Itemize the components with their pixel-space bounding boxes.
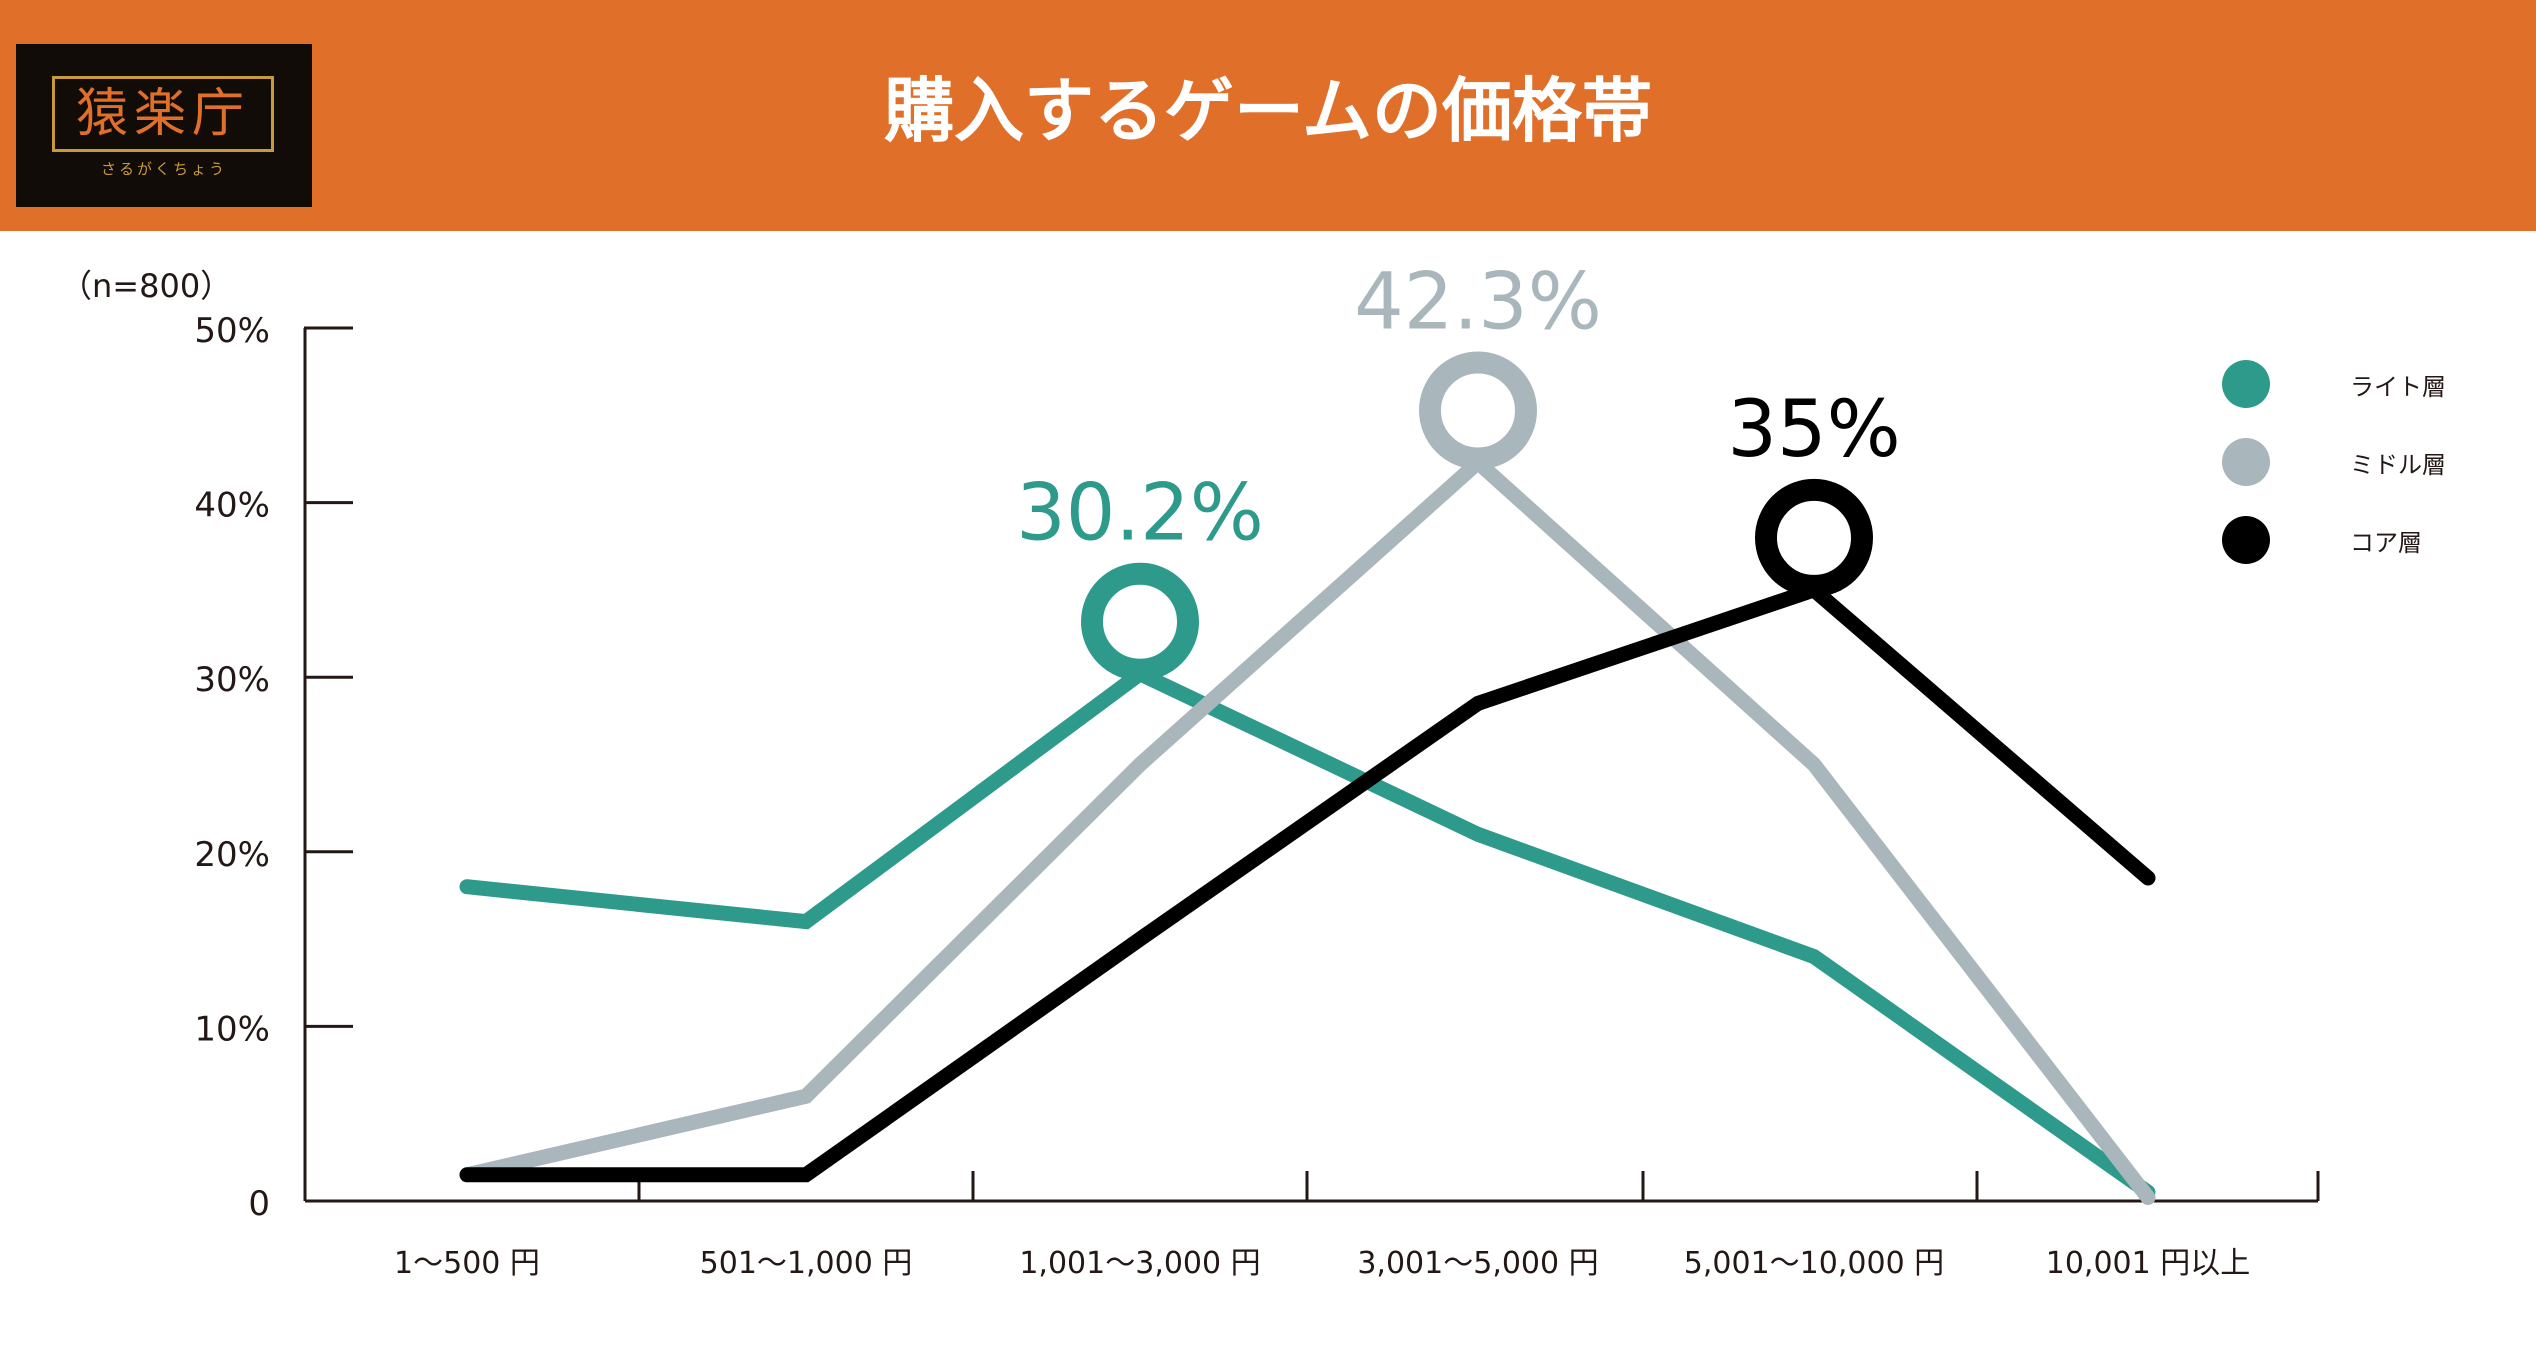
legend-label-core: コア層 (2350, 528, 2422, 557)
y-tick-label: 20% (194, 835, 270, 875)
series-line (459, 581, 2156, 1183)
line-chart: 0 10% 20% 30% 40% 50% 1〜500 円 501〜1,000 円 1,001… (60, 257, 2320, 1281)
peak-value-label: 30.2% (1016, 469, 1264, 559)
x-category-label: 1,001〜3,000 円 (1019, 1246, 1260, 1281)
peak-value-label: 42.3% (1354, 257, 1602, 347)
peak-marker (1081, 562, 1199, 681)
x-category-label: 501〜1,000 円 (700, 1246, 913, 1281)
peak-markers: 30.2% 42.3% 35% (1016, 257, 1901, 681)
logo: 猿楽庁 さるがくちょう (16, 44, 312, 207)
y-tick-label: 10% (194, 1009, 270, 1049)
header-bar: 猿楽庁 さるがくちょう 購入するゲームの価格帯 (0, 0, 2536, 231)
page-title: 購入するゲームの価格帯 (884, 70, 1652, 152)
legend-item-core: コア層 (2222, 514, 2446, 566)
x-category-label: 3,001〜5,000 円 (1357, 1246, 1598, 1281)
chart-axes (303, 326, 2320, 1203)
series-line (459, 452, 2156, 1206)
y-tick-labels: 0 10% 20% 30% 40% 50% (194, 311, 270, 1224)
legend-swatch-core (2222, 516, 2270, 564)
sample-size-note: （n=800） (60, 267, 232, 305)
x-category-label: 10,001 円以上 (2046, 1246, 2251, 1281)
legend: ライト層 ミドル層 コア層 (2222, 358, 2446, 592)
y-tick-label: 50% (194, 311, 270, 351)
legend-swatch-middle (2222, 438, 2270, 486)
peak-marker (1755, 478, 1873, 597)
peak-marker (1419, 351, 1537, 470)
legend-item-light: ライト層 (2222, 358, 2446, 410)
logo-text: 猿楽庁 (75, 84, 250, 144)
peak-value-label: 35% (1727, 385, 1900, 475)
x-category-label: 1〜500 円 (394, 1246, 540, 1281)
x-category-label: 5,001〜10,000 円 (1684, 1246, 1944, 1281)
logo-frame: 猿楽庁 (52, 76, 274, 152)
logo-subtitle: さるがくちょう (100, 160, 227, 178)
series-lines (459, 452, 2156, 1206)
legend-label-middle: ミドル層 (2350, 450, 2446, 479)
legend-item-middle: ミドル層 (2222, 436, 2446, 488)
y-tick-label: 40% (194, 486, 270, 526)
legend-swatch-light (2222, 360, 2270, 408)
x-category-labels: 1〜500 円 501〜1,000 円 1,001〜3,000 円 3,001〜5,0… (394, 1246, 2250, 1281)
y-tick-label: 0 (248, 1184, 270, 1224)
y-tick-label: 30% (194, 660, 270, 700)
legend-label-light: ライト層 (2350, 372, 2446, 401)
series-line (459, 664, 2156, 1200)
